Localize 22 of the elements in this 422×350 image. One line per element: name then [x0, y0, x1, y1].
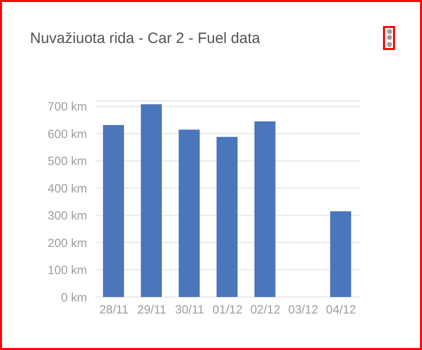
x-tick-label: 01/12 [212, 302, 243, 317]
x-tick-label: 28/11 [99, 302, 129, 317]
x-tick-label: 29/11 [137, 302, 167, 317]
chart-title: Nuvažiuota rida - Car 2 - Fuel data [30, 30, 260, 47]
x-tick-label: 04/12 [326, 302, 356, 317]
y-tick-label: 400 km [48, 181, 87, 196]
y-tick-label: 0 km [60, 290, 87, 304]
y-tick-label: 100 km [48, 263, 87, 278]
bar [140, 104, 162, 297]
x-tick-label: 02/12 [250, 302, 281, 317]
bar [254, 121, 276, 297]
bar [178, 130, 200, 297]
bar [103, 124, 124, 297]
y-tick-label: 600 km [48, 126, 87, 141]
y-tick-label: 200 km [48, 236, 87, 250]
x-tick-label: 30/11 [175, 302, 205, 317]
bar [216, 136, 238, 297]
y-tick-label: 300 km [48, 208, 87, 223]
bar [330, 211, 352, 297]
y-tick-label: 700 km [48, 100, 87, 114]
y-tick-label: 500 km [48, 154, 87, 168]
x-tick-label: 03/12 [288, 302, 319, 317]
